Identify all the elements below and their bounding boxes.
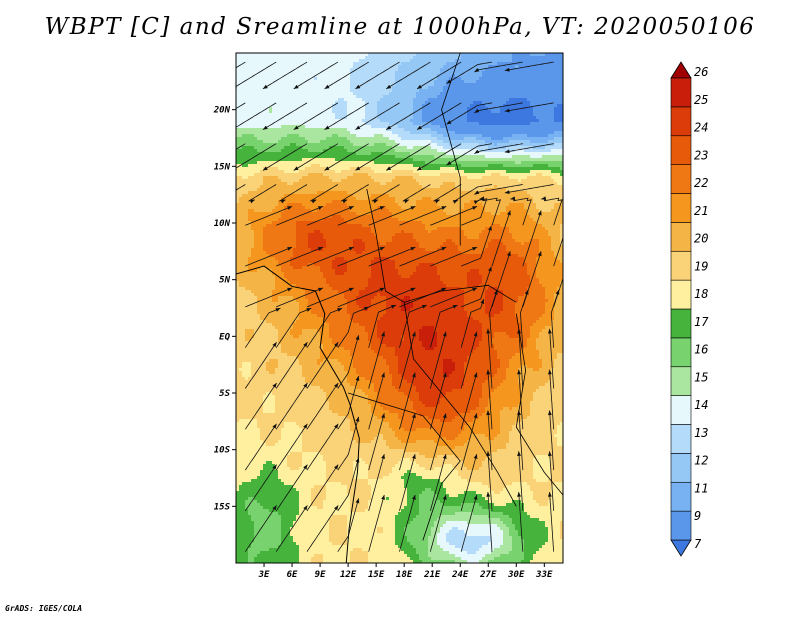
colorbar-segment bbox=[670, 424, 692, 454]
colorbar-label: 19 bbox=[694, 259, 708, 273]
lat-tick-label: 10S bbox=[214, 446, 231, 456]
colorbar-label: 21 bbox=[694, 204, 708, 218]
lat-tick-label: 20N bbox=[213, 106, 231, 116]
streamlines bbox=[236, 61, 563, 552]
lon-tick-label: 30E bbox=[507, 570, 525, 580]
colorbar-label: 23 bbox=[694, 148, 708, 162]
map-frame bbox=[235, 52, 564, 564]
colorbar-label: 11 bbox=[694, 482, 708, 496]
colorbar: 7 9 11 12 13 14 15 16 17 18 19 20 21 22 23 24 25 26 bbox=[670, 61, 709, 557]
lat-tick-label: 5S bbox=[219, 389, 230, 399]
colorbar-segment bbox=[670, 106, 692, 137]
colorbar-label: 24 bbox=[694, 121, 708, 135]
lat-tick-label: 10N bbox=[214, 219, 231, 229]
lon-tick-label: 6E bbox=[287, 570, 298, 580]
lon-tick-label: 24E bbox=[451, 570, 469, 580]
colorbar-label: 13 bbox=[694, 426, 708, 440]
colorbar-label: 16 bbox=[694, 343, 708, 357]
colorbar-label: 12 bbox=[694, 454, 708, 468]
lon-tick-label: 9E bbox=[315, 570, 326, 580]
colorbar-label: 20 bbox=[694, 232, 708, 246]
wbpt-shaded-field bbox=[236, 53, 563, 563]
longitude-axis: 3E 6E 9E 12E 15E 18E 21E 24E 27E 30E 33E bbox=[258, 563, 553, 580]
colorbar-segment bbox=[670, 510, 692, 541]
lon-tick-label: 3E bbox=[258, 570, 270, 580]
lon-tick-label: 33E bbox=[535, 570, 553, 580]
grads-credit: GrADS: IGES/COLA bbox=[5, 604, 83, 613]
colorbar-label: 9 bbox=[694, 509, 701, 523]
latitude-axis: 20N 15N 10N 5N EQ 5S 10S 15S bbox=[213, 106, 236, 512]
chart-title: WBPT [C] and Sreamline at 1000hPa, VT: 2… bbox=[44, 14, 756, 40]
lon-tick-label: 18E bbox=[396, 570, 413, 580]
colorbar-high-arrow bbox=[670, 61, 692, 79]
lat-tick-label: 15N bbox=[214, 162, 231, 172]
colorbar-segment bbox=[670, 77, 692, 108]
colorbar-segment bbox=[670, 279, 692, 310]
lon-tick-label: 15E bbox=[368, 570, 385, 580]
colorbar-label: 7 bbox=[694, 537, 702, 551]
lon-tick-label: 27E bbox=[479, 570, 497, 580]
colorbar-segment bbox=[670, 453, 692, 483]
lat-tick-label: 5N bbox=[219, 276, 230, 286]
colorbar-label: 15 bbox=[694, 370, 708, 384]
colorbar-segment bbox=[670, 193, 692, 223]
colorbar-segment bbox=[670, 250, 692, 281]
colorbar-segment bbox=[670, 337, 692, 368]
colorbar-segment bbox=[670, 481, 692, 512]
colorbar-label: 26 bbox=[694, 65, 708, 79]
colorbar-segment bbox=[670, 395, 692, 425]
colorbar-label: 18 bbox=[694, 287, 708, 301]
lat-tick-label: EQ bbox=[219, 332, 230, 342]
colorbar-segment bbox=[670, 222, 692, 252]
colorbar-label: 25 bbox=[694, 93, 708, 107]
country-borders bbox=[236, 53, 563, 563]
colorbar-segment bbox=[670, 366, 692, 396]
colorbar-label: 22 bbox=[694, 176, 708, 190]
colorbar-segment bbox=[670, 308, 692, 339]
lat-tick-label: 15S bbox=[214, 502, 231, 512]
colorbar-low-arrow bbox=[670, 539, 692, 557]
colorbar-segment bbox=[670, 164, 692, 194]
colorbar-label: 17 bbox=[694, 315, 709, 329]
lon-tick-label: 21E bbox=[423, 570, 441, 580]
colorbar-segment bbox=[670, 135, 692, 165]
colorbar-label: 14 bbox=[694, 398, 708, 412]
lon-tick-label: 12E bbox=[340, 570, 357, 580]
